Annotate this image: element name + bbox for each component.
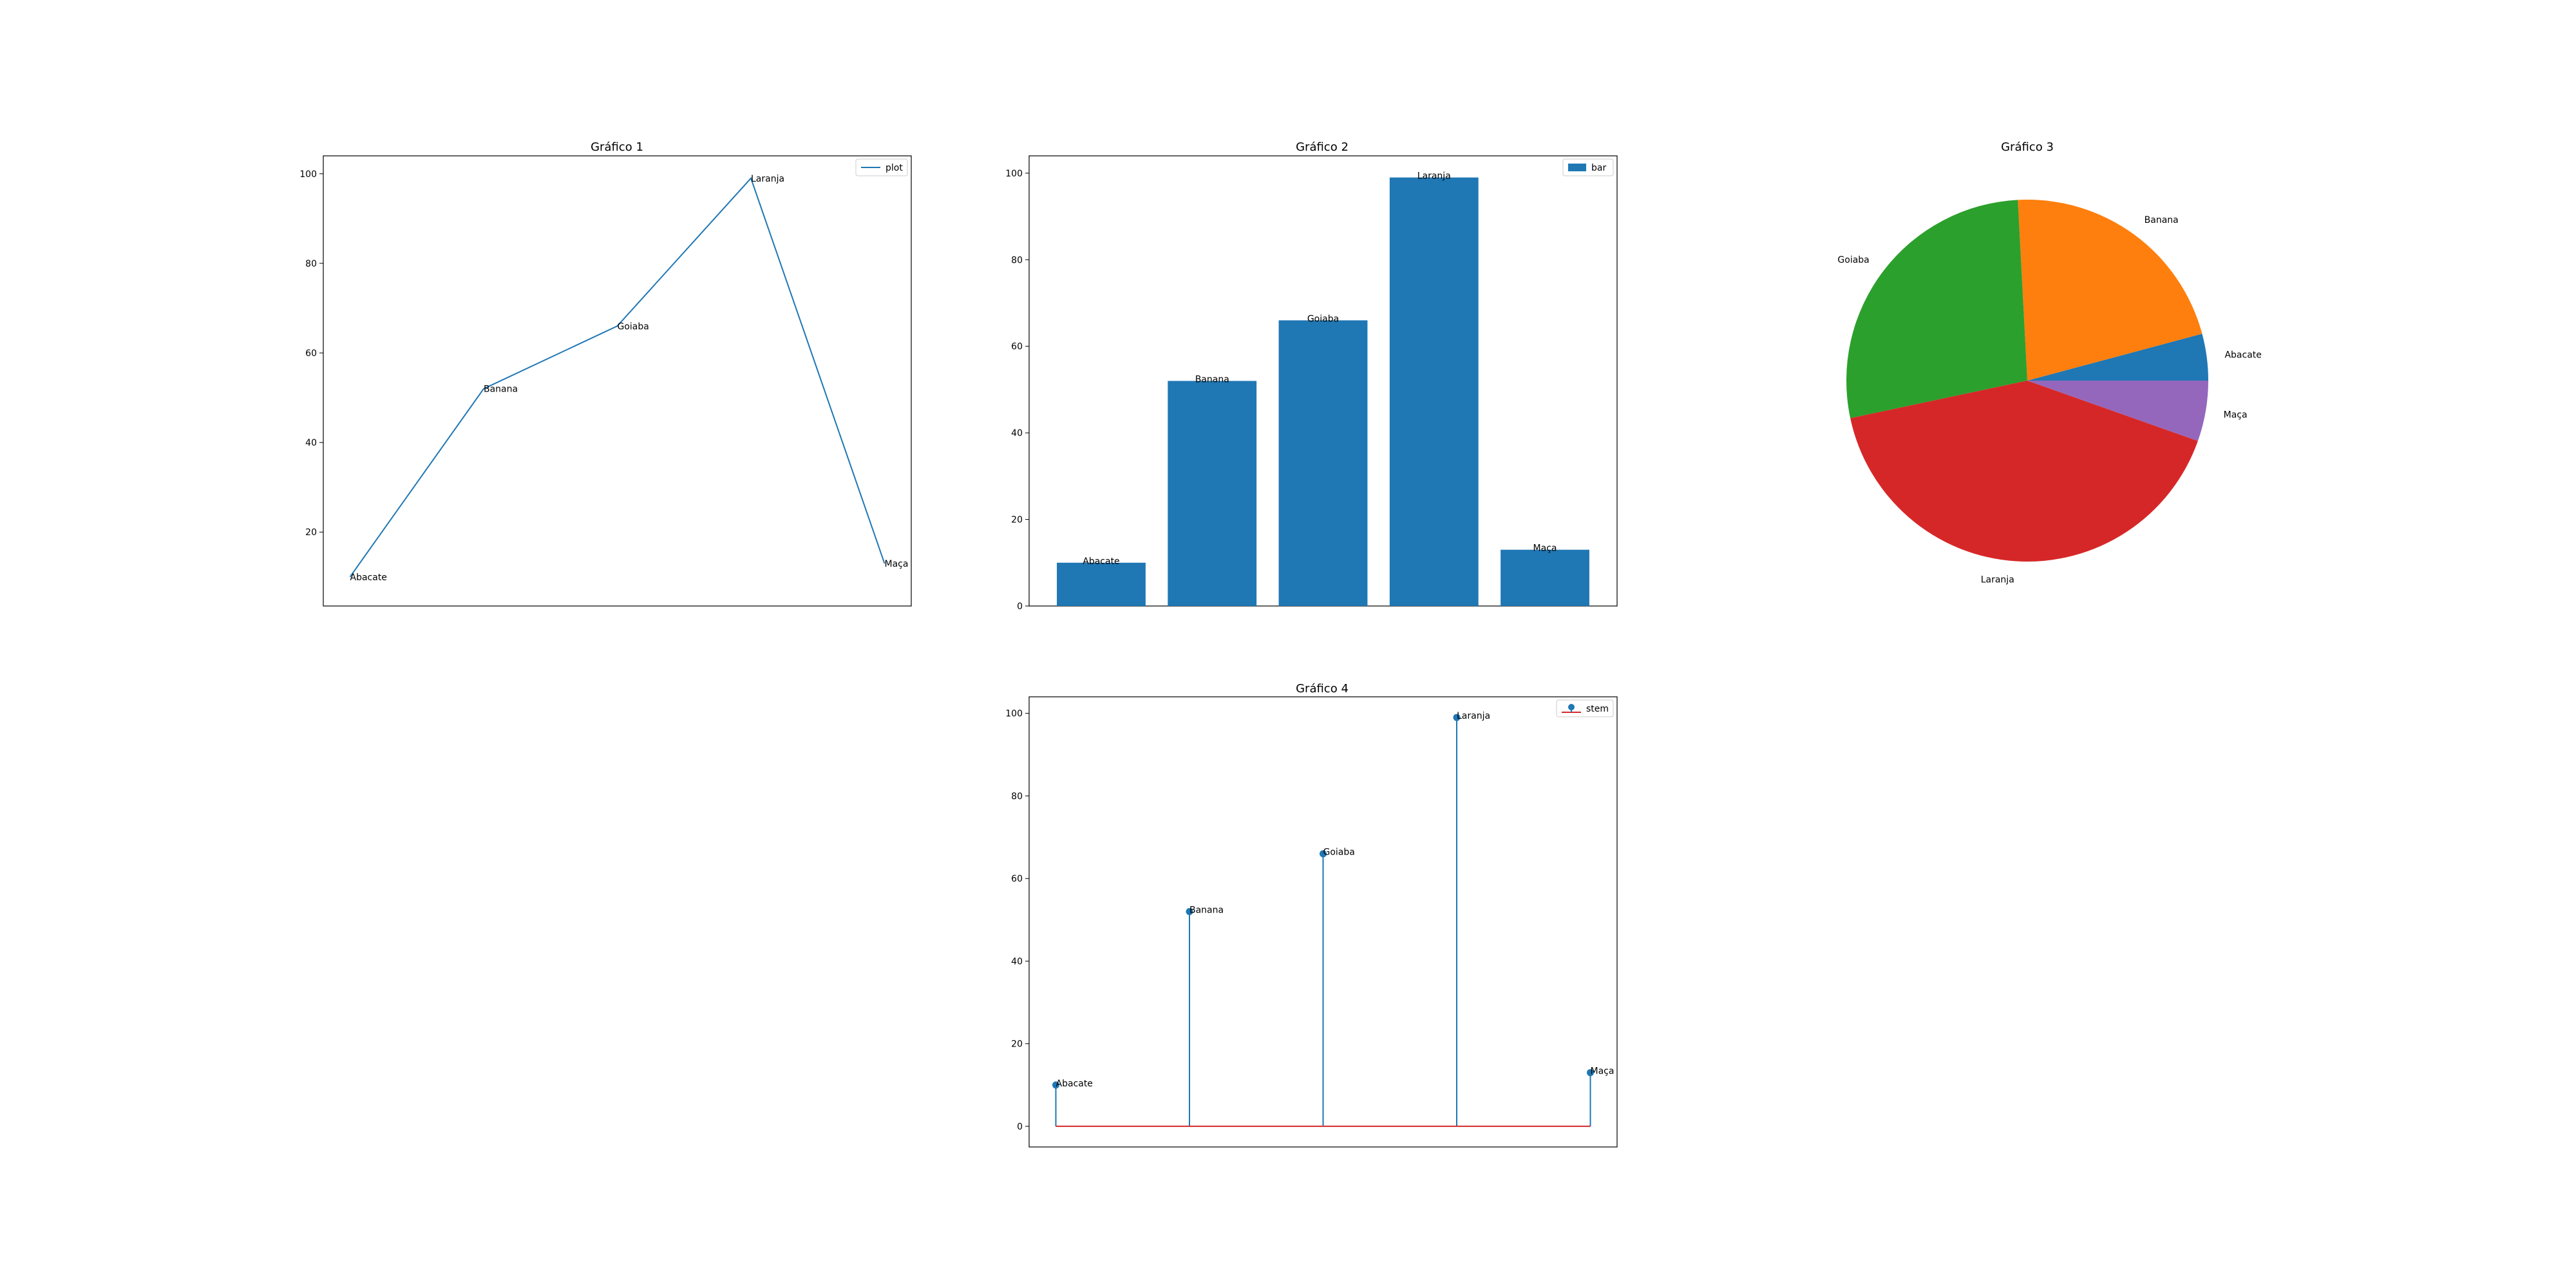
- chart-4-stem-marker: [1453, 714, 1461, 721]
- chart-3-slice-label: Goiaba: [1837, 255, 1869, 265]
- chart-4-stem-marker: [1587, 1069, 1594, 1077]
- chart-1-legend-box: [855, 158, 908, 176]
- chart-2-title: Gráfico 2: [1296, 140, 1349, 154]
- chart-3-pie: Gráfico 3 Abacate Banana Goiaba Laranja Maça: [1837, 140, 2261, 585]
- chart-2-y-axis: 0 20 40 60 80 100: [1005, 169, 1029, 612]
- chart-4-ytick-label: 80: [1011, 791, 1023, 802]
- chart-4-ytick-label: 40: [1011, 956, 1023, 967]
- chart-2-ytick-label: 80: [1011, 255, 1023, 265]
- chart-1-series-line: [349, 176, 886, 578]
- chart-1-ytick-label: 80: [305, 259, 317, 269]
- chart-1-ytick-label: 40: [305, 438, 317, 448]
- chart-2-bar-label: Abacate: [1083, 556, 1119, 567]
- chart-1-point-label: Goiaba: [618, 321, 649, 332]
- chart-1-point-label: Banana: [484, 384, 518, 395]
- chart-1-ytick-label: 20: [305, 527, 317, 538]
- chart-4-point-label: Banana: [1189, 905, 1224, 915]
- chart-4-ytick-label: 100: [1005, 709, 1023, 719]
- chart-2-legend-label: bar: [1591, 163, 1606, 173]
- chart-1-legend: plot: [855, 158, 908, 176]
- chart-2-ytick-label: 20: [1011, 515, 1023, 526]
- chart-1-marks: Abacate Banana Goiaba Laranja Maça: [349, 174, 909, 583]
- chart-4-point-label: Goiaba: [1323, 848, 1355, 858]
- chart-4-legend-marker-icon: [1568, 704, 1575, 710]
- chart-4-legend-label: stem: [1586, 704, 1609, 714]
- chart-3-slice-label: Abacate: [2224, 350, 2261, 361]
- chart-2-ytick-label: 60: [1011, 342, 1023, 352]
- chart-1-point-label: Maça: [885, 559, 909, 569]
- chart-3-slice-label: Laranja: [1981, 574, 2014, 585]
- chart-2-bar: [1501, 549, 1589, 606]
- chart-1-line: Gráfico 1 20 40 60 80 100 Abacate Banana Goiab…: [299, 140, 912, 607]
- chart-4-title: Gráfico 4: [1296, 682, 1349, 696]
- chart-2-bar: [1168, 381, 1257, 606]
- chart-2-bar: Gráfico 2 0 20 40 60 80 100 Abacate Banana Goia…: [1005, 140, 1618, 612]
- chart-4-ytick-label: 20: [1011, 1039, 1023, 1050]
- chart-2-bar: [1278, 320, 1368, 606]
- chart-2-marks: Abacate Banana Goiaba Laranja Maça: [1057, 171, 1589, 606]
- chart-1-ytick-label: 100: [299, 169, 317, 180]
- chart-4-stem: Gráfico 4 0 20 40 60 80 100 Abacate Banana Goia…: [1005, 682, 1618, 1148]
- chart-1-point-label: Abacate: [350, 573, 387, 583]
- chart-2-bar-label: Laranja: [1417, 171, 1451, 182]
- chart-3-slice: [2027, 334, 2208, 381]
- chart-2-ytick-label: 40: [1011, 428, 1023, 439]
- chart-4-legend: stem: [1556, 699, 1614, 717]
- chart-1-frame: [323, 155, 912, 607]
- chart-3-slice: [2018, 200, 2202, 381]
- chart-4-marks: Abacate Banana Goiaba Laranja Maça: [1052, 711, 1615, 1127]
- chart-3-title: Gráfico 3: [2001, 140, 2054, 154]
- chart-3-slice-label: Maça: [2224, 410, 2248, 420]
- chart-1-title: Gráfico 1: [591, 140, 643, 154]
- chart-2-bar-label: Goiaba: [1307, 314, 1339, 324]
- chart-4-stem-marker: [1320, 850, 1327, 858]
- chart-4-stem-marker: [1186, 907, 1193, 915]
- chart-2-legend-patch-icon: [1568, 164, 1586, 171]
- chart-2-bar-label: Banana: [1195, 375, 1229, 385]
- chart-2-legend: bar: [1562, 158, 1614, 176]
- chart-3-slice: [1850, 381, 2198, 562]
- chart-3-slice: [1846, 200, 2027, 419]
- chart-2-bar-label: Maça: [1533, 544, 1557, 554]
- chart-3-marks: Abacate Banana Goiaba Laranja Maça: [1837, 200, 2262, 585]
- chart-4-ytick-label: 0: [1017, 1122, 1023, 1132]
- chart-2-bar: [1057, 562, 1146, 606]
- chart-1-point-label: Laranja: [751, 174, 784, 184]
- chart-4-y-axis: 0 20 40 60 80 100: [1005, 709, 1029, 1132]
- chart-4-point-label: Maça: [1591, 1066, 1615, 1077]
- chart-1-legend-label: plot: [886, 163, 903, 173]
- chart-4-point-label: Abacate: [1056, 1079, 1093, 1089]
- chart-4-ytick-label: 60: [1011, 874, 1023, 884]
- chart-4-frame: [1028, 696, 1618, 1148]
- chart-4-stem-marker: [1052, 1081, 1059, 1089]
- chart-3-slice: [2027, 381, 2208, 441]
- chart-2-ytick-label: 0: [1017, 601, 1023, 612]
- chart-2-bar: [1389, 177, 1479, 606]
- chart-2-legend-box: [1562, 158, 1614, 176]
- chart-3-slice-label: Banana: [2145, 215, 2179, 225]
- chart-4-point-label: Laranja: [1457, 711, 1490, 721]
- chart-1-y-axis: 20 40 60 80 100: [299, 169, 323, 538]
- chart-1-ytick-label: 60: [305, 348, 317, 359]
- chart-2-ytick-label: 100: [1005, 169, 1023, 179]
